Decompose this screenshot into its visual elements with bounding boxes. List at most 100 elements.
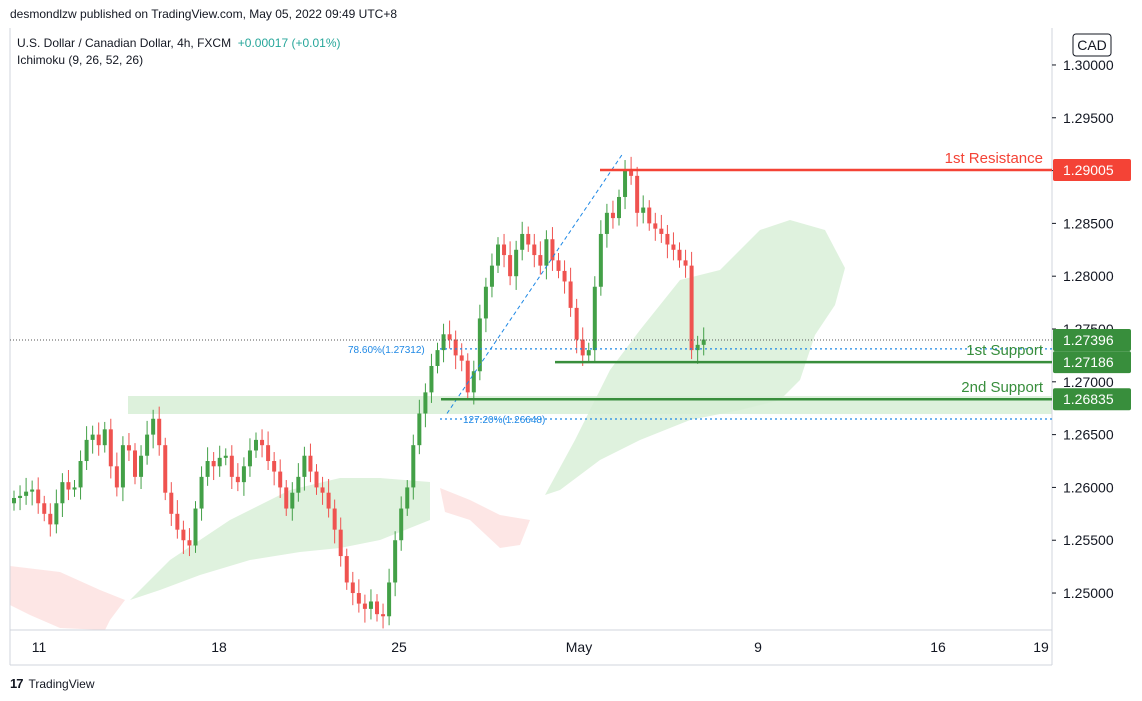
candle-body <box>411 445 416 488</box>
footer-brand: 17 TradingView <box>10 676 95 691</box>
candle-body <box>302 455 307 477</box>
candle-body <box>659 228 664 234</box>
candle-body <box>338 529 343 557</box>
candle-body <box>163 445 168 493</box>
x-tick-label: May <box>566 639 592 655</box>
candle-body <box>544 239 549 266</box>
candle-body <box>217 457 222 467</box>
candle-body <box>60 482 65 504</box>
price-tag <box>1053 328 1131 351</box>
support-zone <box>128 396 1052 414</box>
candle-body <box>42 503 47 514</box>
candle-body <box>247 450 252 467</box>
candle-body <box>550 239 555 261</box>
candle-body <box>314 471 319 488</box>
indicator-label: Ichimoku (9, 26, 52, 26) <box>17 53 144 67</box>
candle-body <box>375 601 379 615</box>
candle-body <box>629 170 634 176</box>
candle-body <box>447 334 452 340</box>
time-axis[interactable]: 11 18 25 May 9 16 19 <box>32 639 1049 655</box>
candle-body <box>489 265 494 287</box>
price-tag-label: 1.27186 <box>1063 354 1114 370</box>
currency-badge <box>1072 33 1112 57</box>
candle-body <box>701 339 706 345</box>
y-tick-label: 1.26000 <box>1063 479 1114 495</box>
candle-body <box>54 503 59 525</box>
candle-body <box>102 429 107 446</box>
candle-body <box>187 540 192 546</box>
candle-body <box>689 265 694 351</box>
fib-trend-line <box>446 154 623 414</box>
candle-body <box>266 445 271 462</box>
candle-body <box>169 492 174 514</box>
candle-body <box>671 244 676 250</box>
y-tick-label: 1.25000 <box>1063 585 1114 601</box>
candle-body <box>90 434 95 440</box>
x-tick-label: 25 <box>391 639 407 655</box>
candle-body <box>399 508 404 541</box>
candle-body <box>30 489 35 492</box>
y-tick-label: 1.27000 <box>1063 374 1114 390</box>
candle-body <box>429 365 434 393</box>
candle-body <box>114 466 119 488</box>
price-change: +0.00017 (+0.01%) <box>237 36 341 50</box>
candle-body <box>665 233 670 245</box>
candle-body <box>126 445 131 451</box>
candles <box>12 156 706 629</box>
candle-body <box>175 513 180 530</box>
candle-body <box>532 244 537 256</box>
candle-body <box>72 487 77 490</box>
x-tick-label: 9 <box>754 639 762 655</box>
candle-body <box>387 582 392 617</box>
candle-body <box>453 339 458 356</box>
currency-label: CAD <box>1077 37 1107 53</box>
candle-body <box>260 439 265 446</box>
candle-body <box>145 434 150 456</box>
cloud-green-right <box>545 220 845 495</box>
price-tag-label: 1.26835 <box>1063 391 1114 407</box>
y-tick-label: 1.28000 <box>1063 268 1114 284</box>
candle-body <box>211 461 216 467</box>
price-tag-label: 1.29005 <box>1063 162 1114 178</box>
price-axis[interactable]: 1.250001.255001.260001.265001.270001.275… <box>1052 33 1131 601</box>
candle-body <box>604 212 609 234</box>
candle-body <box>477 318 482 372</box>
candle-body <box>514 249 519 277</box>
chart-frame <box>9 28 1053 666</box>
candle-body <box>520 233 525 250</box>
candle-body <box>151 418 156 435</box>
level-label: 1st Resistance <box>945 150 1043 167</box>
symbol-title: U.S. Dollar / Canadian Dollar, 4h, FXCM <box>17 36 232 50</box>
candle-body <box>574 307 579 340</box>
cloud-green-left <box>130 478 430 600</box>
candle-body <box>635 175 640 213</box>
candle-body <box>562 270 567 282</box>
chart-legend: U.S. Dollar / Canadian Dollar, 4h, FXCM … <box>17 35 341 69</box>
x-tick-label: 19 <box>1033 639 1049 655</box>
candle-body <box>393 540 398 583</box>
candle-body <box>368 601 373 609</box>
price-tag <box>1053 388 1131 411</box>
candle-body <box>18 495 23 498</box>
x-tick-label: 18 <box>211 639 227 655</box>
candle-body <box>356 593 361 604</box>
publish-header: desmondlzw published on TradingView.com,… <box>10 7 398 21</box>
candle-body <box>296 476 301 493</box>
candle-body <box>592 286 597 351</box>
candle-body <box>254 439 258 451</box>
candle-body <box>108 429 113 467</box>
candle-body <box>623 170 628 197</box>
candle-body <box>598 233 603 287</box>
cloud-red-left <box>10 566 125 630</box>
candle-body <box>290 492 295 509</box>
candle-body <box>556 260 561 271</box>
overlays: 78.60%(1.27312) 127.20%(1.26648) 1st Resis… <box>10 150 1052 426</box>
y-tick-label: 1.28500 <box>1063 215 1114 231</box>
price-tag <box>1053 351 1131 374</box>
candle-body <box>241 466 246 483</box>
price-tag-label: 1.27396 <box>1063 332 1114 348</box>
candle-body <box>381 614 386 617</box>
brand-label: TradingView <box>28 676 95 691</box>
candle-body <box>435 350 440 366</box>
